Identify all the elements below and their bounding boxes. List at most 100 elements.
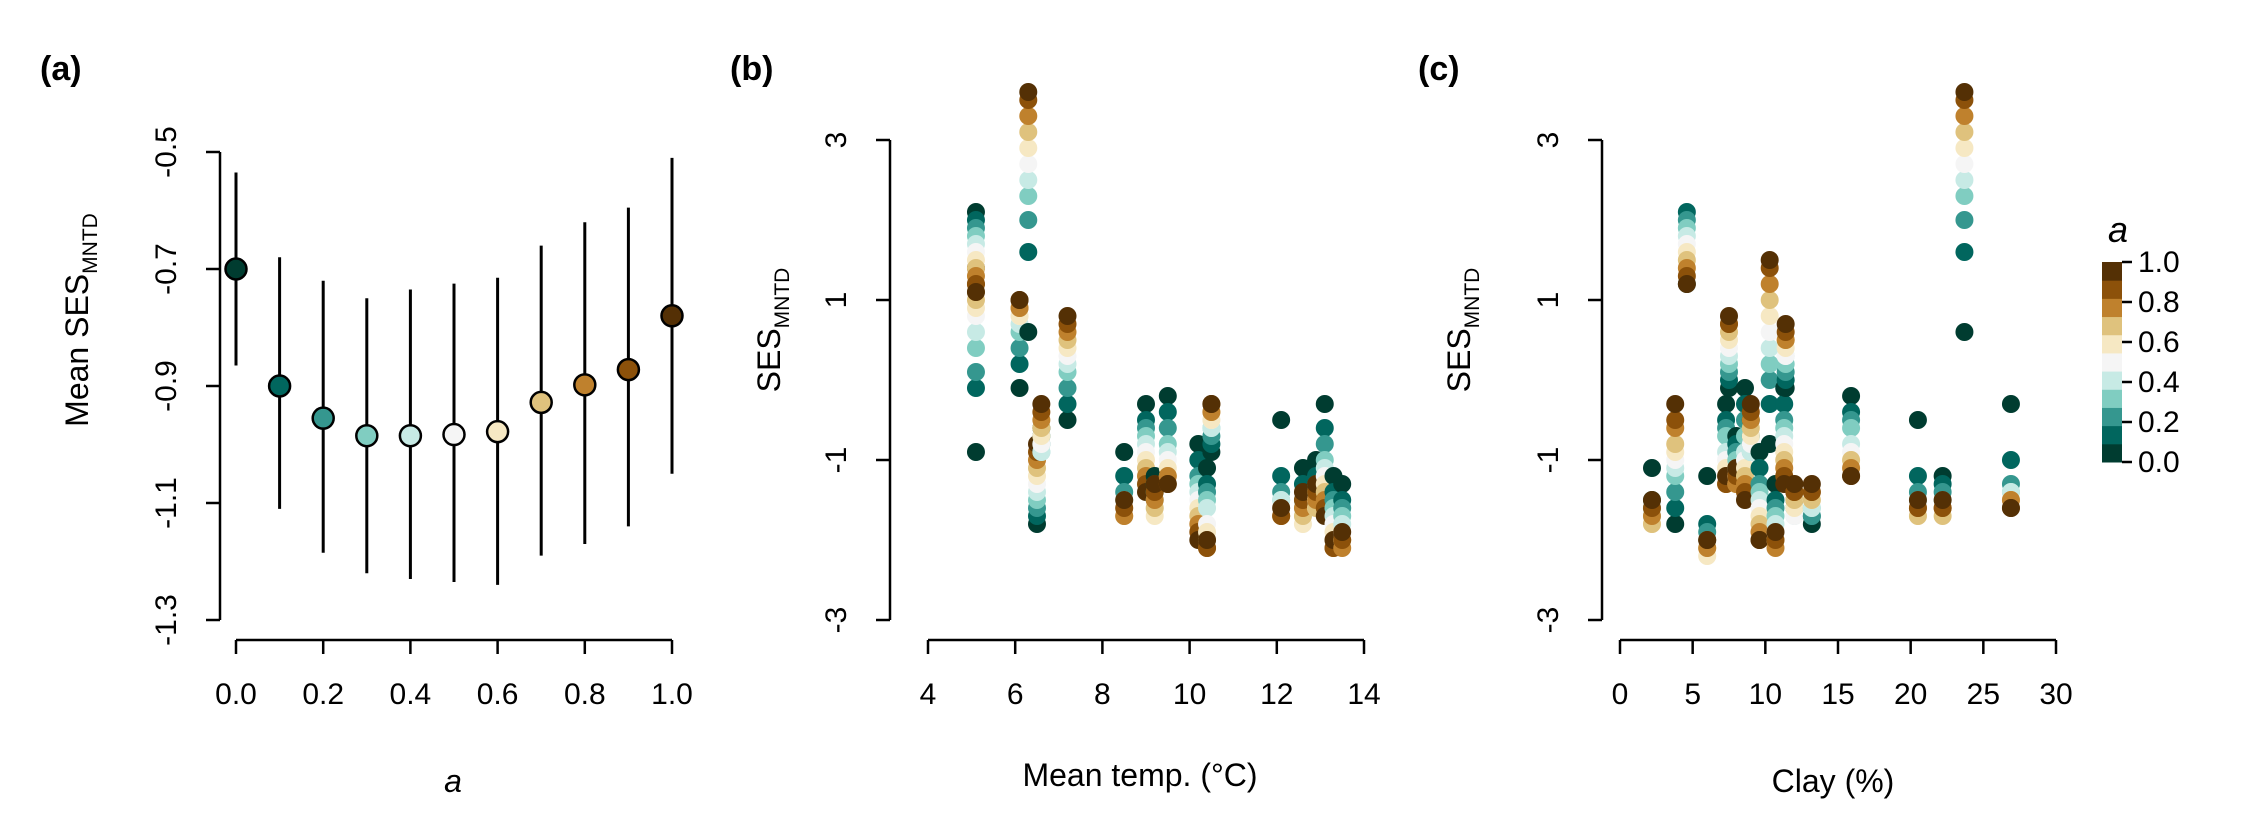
scatter-point (1955, 211, 1974, 229)
panel-c-ylabel-sub: MNTD (1461, 268, 1484, 329)
panel-c-x-tick-label: 20 (1894, 678, 1927, 711)
mean-point (224, 257, 248, 281)
panel-c-label: (c) (1418, 50, 1460, 88)
mean-point (442, 422, 466, 447)
panel-a-y-tick-label: -0.5 (150, 126, 183, 178)
scatter-point (1642, 491, 1661, 509)
scatter-point (1158, 475, 1177, 493)
scatter-point (1666, 435, 1685, 453)
legend-tick-label: 1.0 (2138, 246, 2180, 279)
scatter-point (1698, 531, 1717, 549)
panel-b-x-tick-label: 4 (920, 678, 937, 711)
colorbar-swatch (2102, 425, 2122, 445)
scatter-point (1955, 187, 1974, 205)
panel-a-y-tick-label: -0.7 (150, 243, 183, 295)
panel-b-marks (966, 83, 1352, 557)
scatter-point (966, 379, 985, 397)
legend-title: a (2108, 209, 2128, 250)
panel-c-x-tick-label: 25 (1967, 678, 2000, 711)
scatter-point (1760, 323, 1779, 341)
colorbar-swatch (2102, 389, 2122, 408)
scatter-point (1058, 411, 1077, 429)
panel-b-x-tick-label: 8 (1094, 678, 1111, 711)
scatter-point (1785, 475, 1804, 493)
scatter-point (1802, 475, 1821, 493)
scatter-point (1766, 523, 1785, 541)
panel-a: (a) Mean SESMNTD a 0.0 0.2 0.4 0.6 0.8 1.0 -0.… (40, 50, 693, 799)
scatter-point (1760, 435, 1779, 453)
panel-b-xlabel: Mean temp. (°C) (1022, 757, 1257, 793)
colorbar-swatch (2102, 262, 2122, 281)
mean-point (573, 373, 597, 397)
panel-a-marks (224, 157, 684, 585)
panel-a-xlabel: a (444, 763, 462, 799)
scatter-point (1760, 339, 1779, 357)
panel-a-label: (a) (40, 50, 82, 88)
colorbar-swatch (2102, 352, 2122, 372)
scatter-point (1735, 379, 1754, 397)
scatter-point (1198, 499, 1217, 517)
scatter-point (1293, 483, 1312, 501)
panel-a-axes: 0.0 0.2 0.4 0.6 0.8 1.0 -0.5 -0.7 -0.9 -1.1 -1.3 (150, 126, 693, 711)
panel-c-y-tick-label: -1 (1532, 447, 1565, 474)
legend-tick-label: 0.8 (2138, 286, 2180, 319)
scatter-point (1315, 419, 1334, 437)
panel-c-ylabel-main: SES (1441, 328, 1477, 392)
scatter-point (1842, 387, 1861, 405)
scatter-point (1955, 83, 1974, 101)
panel-c-ylabel: SESMNTD (1441, 268, 1484, 393)
legend-tick-label: 0.2 (2138, 406, 2180, 439)
panel-c-axes: 0 5 10 15 20 25 30 3 1 -1 -3 (1532, 132, 2073, 711)
scatter-point (1666, 411, 1685, 429)
scatter-point (1058, 379, 1077, 397)
panel-b-x-tick-label: 6 (1007, 678, 1024, 711)
scatter-point (1760, 251, 1779, 269)
scatter-point (1333, 475, 1352, 493)
panel-a-x-tick-label: 0.0 (215, 678, 257, 711)
mean-point (355, 423, 379, 448)
scatter-point (1760, 355, 1779, 373)
scatter-point (1010, 339, 1029, 357)
scatter-point (1019, 211, 1038, 229)
panel-a-ylabel: Mean SESMNTD (59, 213, 102, 427)
panel-c-x-tick-label: 30 (2039, 678, 2072, 711)
panel-c-x-tick-label: 0 (1612, 678, 1629, 711)
scatter-point (1760, 371, 1779, 389)
mean-point (529, 390, 553, 415)
scatter-point (966, 283, 985, 301)
scatter-point (1058, 395, 1077, 413)
scatter-point (1908, 491, 1927, 509)
scatter-point (1666, 395, 1685, 413)
panel-b-x-tick-label: 12 (1260, 678, 1293, 711)
scatter-point (1010, 291, 1029, 309)
scatter-point (1842, 467, 1861, 485)
scatter-point (1955, 123, 1974, 141)
mean-point (398, 423, 423, 448)
scatter-point (1158, 419, 1177, 437)
scatter-point (1115, 491, 1134, 509)
scatter-point (966, 363, 985, 381)
mean-point (267, 374, 292, 398)
scatter-point (1741, 395, 1760, 413)
mean-point (660, 304, 684, 328)
scatter-point (1760, 275, 1779, 293)
scatter-point (1842, 419, 1861, 437)
panel-a-y-tick-label: -1.1 (150, 477, 183, 529)
scatter-point (1137, 395, 1155, 413)
scatter-point (966, 323, 985, 341)
panel-b-y-tick-label: -3 (820, 607, 853, 634)
scatter-point (1955, 107, 1974, 125)
scatter-point (1202, 395, 1221, 413)
scatter-point (1272, 467, 1291, 485)
scatter-point (1032, 395, 1051, 413)
scatter-point (1019, 171, 1038, 189)
panel-b-y-tick-label: -1 (820, 447, 853, 474)
panel-c-x-tick-label: 5 (1684, 678, 1701, 711)
panel-b-ylabel-sub: MNTD (771, 268, 794, 329)
legend-tick-label: 0.6 (2138, 326, 2180, 359)
panel-b-y-tick-label: 3 (820, 132, 853, 149)
legend-tick-label: 0.0 (2138, 446, 2180, 479)
mean-point (485, 419, 510, 444)
scatter-point (1189, 435, 1208, 453)
